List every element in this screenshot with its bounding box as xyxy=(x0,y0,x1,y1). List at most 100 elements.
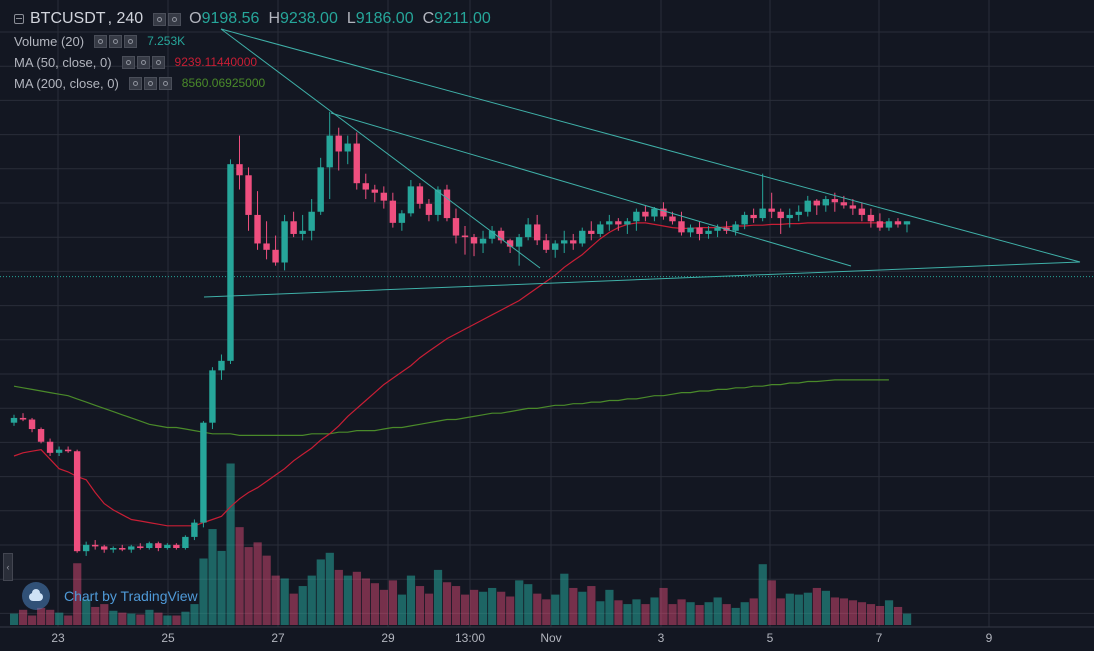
tradingview-watermark[interactable]: Chart by TradingView xyxy=(22,582,198,610)
volume-bars xyxy=(10,463,912,625)
volume-bar xyxy=(713,597,722,625)
candle-body xyxy=(606,221,613,225)
candle xyxy=(804,195,811,217)
close-icon[interactable] xyxy=(124,34,138,48)
visibility-icon[interactable] xyxy=(128,76,142,90)
candle-body xyxy=(831,199,839,203)
volume-bar xyxy=(875,606,885,625)
volume-legend[interactable]: Volume (20) 7.253K xyxy=(14,32,185,50)
candle xyxy=(561,230,568,253)
candle xyxy=(903,221,911,233)
volume-bar xyxy=(298,586,307,625)
candle xyxy=(389,192,397,228)
candle xyxy=(696,221,703,241)
candle-body xyxy=(570,240,577,244)
volume-bar xyxy=(172,615,181,625)
volume-bar xyxy=(307,575,316,625)
watermark-text[interactable]: Chart by TradingView xyxy=(64,588,198,604)
close-icon[interactable] xyxy=(151,55,165,69)
symbol-row: BTCUSDT , 240 O9198.56 H9238.00 L9186.00… xyxy=(14,10,500,28)
candle xyxy=(885,218,893,231)
candle xyxy=(227,159,234,365)
candle-body xyxy=(533,224,541,241)
volume-bar xyxy=(722,604,731,625)
candle-body xyxy=(110,548,117,550)
volume-bar xyxy=(551,594,560,625)
time-axis-background xyxy=(0,627,1094,646)
volume-bar xyxy=(623,604,632,625)
volume-bar xyxy=(704,602,713,625)
candle-body xyxy=(506,240,514,247)
ma50-legend[interactable]: MA (50, close, 0) 9239.11440000 xyxy=(14,53,257,71)
candle xyxy=(768,192,775,219)
settings-icon[interactable] xyxy=(168,12,182,26)
candle-body xyxy=(660,208,667,217)
interval-label[interactable]: , 240 xyxy=(107,10,144,27)
settings-icon[interactable] xyxy=(136,55,150,69)
candle-body xyxy=(714,227,721,231)
time-axis: 23 25 27 29 13:00 Nov 3 5 7 9 xyxy=(0,626,1094,646)
candle xyxy=(191,519,198,541)
candle-body xyxy=(903,221,911,225)
volume-bar xyxy=(758,564,767,625)
close-icon[interactable] xyxy=(158,76,172,90)
volume-bar xyxy=(659,587,668,625)
volume-bar xyxy=(731,607,740,625)
volume-bar xyxy=(163,615,172,625)
visibility-icon[interactable] xyxy=(153,12,167,26)
symbol-name[interactable]: BTCUSDT xyxy=(30,10,106,27)
ohlc-high: H9238.00 xyxy=(268,10,338,27)
series-collapse-icon[interactable] xyxy=(14,14,24,24)
candle xyxy=(73,449,81,553)
volume-bar xyxy=(352,571,361,625)
ma200-legend[interactable]: MA (200, close, 0) 8560.06925000 xyxy=(14,74,265,92)
candle-body xyxy=(290,221,297,234)
visibility-icon[interactable] xyxy=(121,55,135,69)
candle xyxy=(786,208,793,228)
candle-body xyxy=(155,543,162,548)
candle xyxy=(353,132,360,190)
candle xyxy=(606,214,613,231)
volume-bar xyxy=(749,598,758,625)
volume-bar xyxy=(884,600,894,625)
settings-icon[interactable] xyxy=(109,34,123,48)
candle-body xyxy=(515,237,523,247)
volume-bar xyxy=(668,604,677,625)
candle xyxy=(479,230,487,253)
volume-bar xyxy=(28,615,37,625)
volume-bar xyxy=(497,591,506,625)
candle-body xyxy=(768,208,775,212)
volume-bar xyxy=(506,596,515,625)
candle-body xyxy=(813,200,820,206)
candle-body xyxy=(398,213,406,223)
candle-body xyxy=(579,230,586,244)
candle xyxy=(164,543,171,550)
ma50-path xyxy=(13,222,889,527)
collapse-panel-icon[interactable]: ‹ xyxy=(3,553,13,581)
candle xyxy=(813,199,820,215)
volume-bar xyxy=(839,598,849,625)
volume-bar xyxy=(641,604,650,625)
volume-bar xyxy=(370,583,379,625)
volume-bar xyxy=(433,569,443,625)
candle-body xyxy=(227,164,234,361)
ohlc-values: O9198.56 H9238.00 L9186.00 C9211.00 xyxy=(189,10,500,28)
candle-body xyxy=(119,548,126,550)
visibility-icon[interactable] xyxy=(94,34,108,48)
candle xyxy=(425,199,433,222)
candle-body xyxy=(732,224,739,231)
candle-body xyxy=(37,429,45,442)
candle-body xyxy=(73,451,81,552)
candle xyxy=(28,417,36,433)
candle xyxy=(723,221,730,234)
candle-body xyxy=(461,235,469,238)
time-tick-label: 5 xyxy=(767,631,774,645)
ma200-buttons xyxy=(128,76,174,90)
volume-bar xyxy=(334,569,343,625)
trendline xyxy=(203,261,1081,298)
volume-bar xyxy=(461,594,470,625)
candle xyxy=(416,183,424,209)
settings-icon[interactable] xyxy=(143,76,157,90)
